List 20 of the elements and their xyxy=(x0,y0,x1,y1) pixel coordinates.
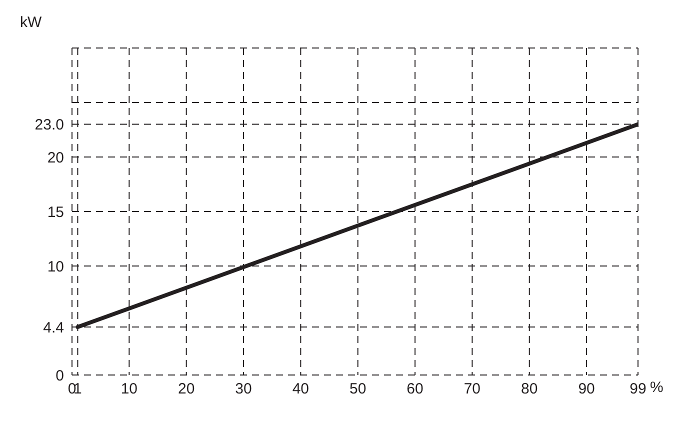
y-tick-label: 10 xyxy=(47,258,64,276)
x-tick-label: 30 xyxy=(235,380,252,398)
x-tick-label: 90 xyxy=(578,380,595,398)
y-tick-label: 23.0 xyxy=(34,116,64,134)
x-tick-label: 80 xyxy=(521,380,538,398)
x-axis-title: % xyxy=(650,379,664,396)
x-tick-label: 70 xyxy=(464,380,481,398)
x-tick-label: 1 xyxy=(74,380,82,398)
y-axis-title: kW xyxy=(20,14,42,31)
x-tick-label: 60 xyxy=(406,380,424,398)
y-tick-label: 4.4 xyxy=(43,319,64,336)
x-tick-label: 50 xyxy=(350,380,366,398)
x-tick-label: 99 xyxy=(630,380,646,398)
x-tick-label: 40 xyxy=(292,380,310,398)
y-tick-label: 20 xyxy=(47,149,64,166)
y-tick-label: 15 xyxy=(47,204,64,221)
x-tick-label: 20 xyxy=(178,380,195,398)
x-tick-label: 0 xyxy=(68,380,76,398)
x-tick-label: 10 xyxy=(120,380,138,398)
y-tick-label: 0 xyxy=(56,367,64,384)
